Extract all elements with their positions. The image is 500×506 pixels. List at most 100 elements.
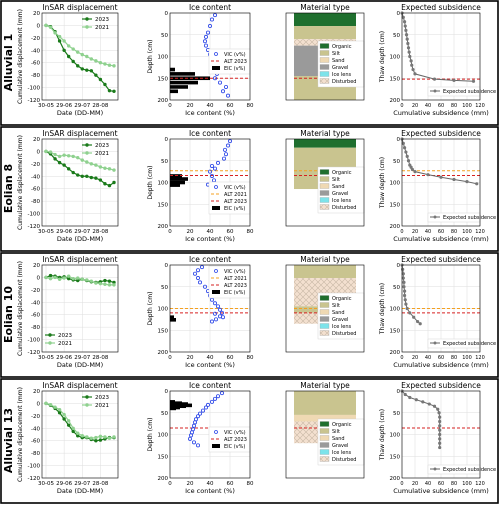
y-tick: -80 [31, 451, 40, 457]
series-point [80, 67, 84, 71]
legend-label: Expected subsidence [443, 215, 496, 221]
legend-label: 2023 [95, 17, 109, 23]
legend-label: VIC (v%) [224, 430, 246, 436]
series-point [103, 82, 107, 87]
series-point [98, 77, 103, 82]
x-tick: 120 [475, 481, 485, 487]
subsidence-point [432, 404, 437, 408]
x-tick: 30-05 [38, 229, 54, 235]
y-tick: 0 [397, 11, 401, 17]
legend-label: Disturbed [332, 457, 356, 463]
x-tick: 80 [451, 103, 457, 109]
subsidence-point [438, 445, 442, 450]
x-tick: 40 [207, 103, 214, 109]
subsidence-point [408, 395, 412, 400]
legend-label: Silt [332, 429, 340, 435]
vic-point [195, 443, 200, 448]
y-tick: 100 [390, 181, 401, 187]
y-axis-label: Depth (cm) [147, 165, 154, 199]
legend-label: 2021 [95, 403, 109, 409]
subsidence-point [452, 78, 456, 83]
series-point [112, 168, 116, 172]
x-tick: 20 [412, 103, 418, 109]
legend-label: Ice lens [332, 72, 352, 78]
x-tick: 100 [462, 229, 472, 235]
legend-label: Organic [332, 170, 352, 176]
y-tick: 50 [161, 33, 168, 39]
series-point [94, 439, 98, 443]
x-axis-label: Ice content (%) [185, 487, 235, 495]
y-tick: 20 [33, 137, 40, 143]
y-tick: 100 [390, 55, 401, 61]
panel-title: Expected subsidence [401, 129, 481, 138]
series-point [66, 276, 71, 281]
vic-point [188, 433, 193, 438]
legend-label: 2021 [58, 341, 72, 347]
y-tick: 50 [161, 411, 168, 417]
series-point [98, 61, 103, 65]
x-tick: 30-05 [38, 103, 54, 109]
subsidence-point [404, 28, 408, 32]
y-tick: 100 [390, 307, 401, 313]
vic-point [205, 30, 210, 35]
x-tick: 60 [438, 229, 444, 235]
legend-label: ALT 2021 [224, 276, 247, 282]
series-point [62, 276, 66, 280]
x-tick: 60 [227, 103, 234, 109]
vic-point [207, 24, 212, 29]
vic-point [219, 391, 224, 396]
y-tick: 0 [165, 11, 169, 17]
soil-layer [294, 265, 356, 279]
y-tick: -60 [31, 439, 40, 445]
legend-label: ALT 2021 [224, 192, 247, 198]
x-tick: 0 [168, 481, 172, 487]
x-tick: 0 [400, 355, 403, 361]
series-point [98, 178, 103, 182]
x-tick: 60 [438, 355, 444, 361]
series-point [71, 47, 75, 51]
site-label: Eolian 10 [2, 286, 15, 343]
subsidence-point [438, 419, 442, 424]
vic-point [200, 408, 205, 413]
series-point [48, 150, 53, 154]
soil-layer [294, 13, 356, 27]
y-tick: 200 [158, 98, 169, 104]
legend-label: Gravel [332, 65, 348, 71]
y-tick: -60 [31, 61, 40, 67]
subsidence-point [421, 400, 425, 404]
vic-point [227, 139, 232, 144]
subsidence-line [401, 390, 441, 448]
y-tick: 150 [390, 454, 401, 460]
x-tick: 60 [227, 481, 234, 487]
eic-bar [170, 180, 185, 185]
x-tick: 28-08 [92, 355, 108, 361]
panel-title: Material type [300, 3, 350, 12]
x-tick: 20 [187, 229, 194, 235]
axes-frame [41, 12, 119, 101]
series-point [94, 435, 98, 440]
x-tick: 30-05 [38, 481, 54, 487]
subsidence-point [438, 415, 442, 419]
y-tick: -40 [31, 48, 40, 54]
series-point [103, 62, 107, 66]
x-tick: 40 [207, 481, 214, 487]
series-point [76, 434, 80, 438]
x-tick: 30-05 [38, 355, 54, 361]
y-tick: 0 [165, 137, 169, 143]
y-tick: 0 [37, 275, 41, 281]
y-tick: -100 [28, 86, 41, 92]
series-point [66, 154, 71, 158]
y-tick: 200 [390, 476, 401, 482]
legend-label: Disturbed [332, 79, 356, 85]
series-point [112, 180, 116, 185]
subsidence-point [426, 173, 430, 177]
series-point [98, 281, 103, 286]
panel-title: Ice content [189, 381, 231, 390]
y-tick: 200 [390, 350, 401, 356]
panel-0: InSAR displacement -120 -100 -80 -60 -40 -20 0 2… [17, 381, 119, 495]
series-point [107, 283, 112, 287]
series-point [66, 167, 71, 171]
axes-frame [169, 390, 251, 479]
